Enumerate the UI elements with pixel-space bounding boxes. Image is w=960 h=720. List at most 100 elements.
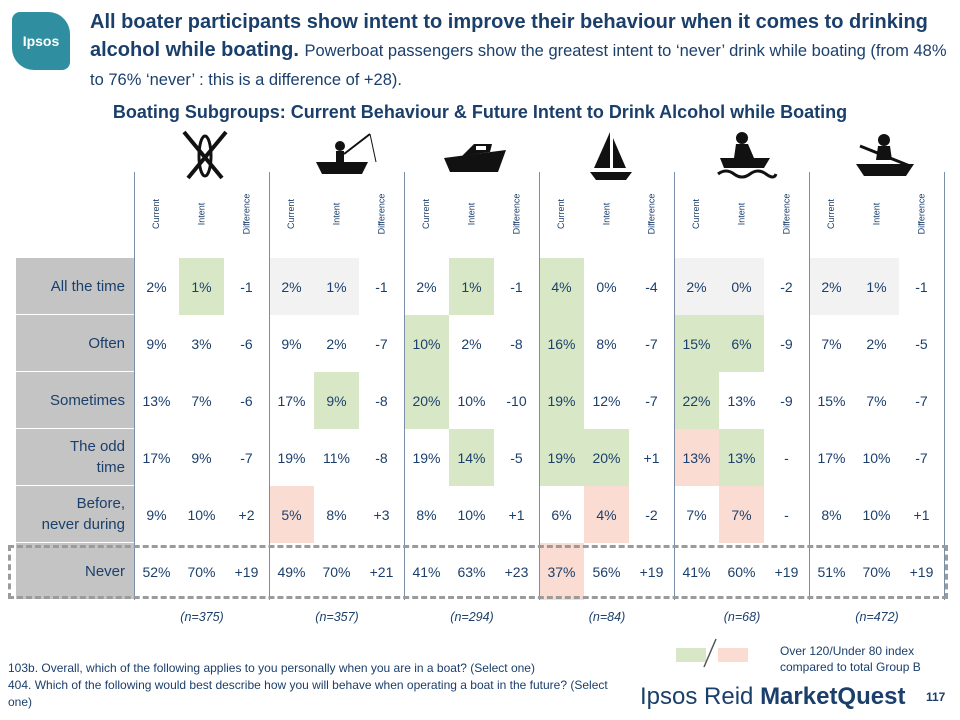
table-cell: 10%: [457, 506, 486, 523]
table-cell: 7%: [191, 392, 212, 409]
group-icons: [0, 128, 960, 188]
table-cell: 56%: [592, 563, 621, 580]
table-cell: 19%: [412, 449, 441, 466]
table-cell: 9%: [191, 449, 212, 466]
table-cell: 15%: [817, 392, 846, 409]
table-cell: 9%: [281, 335, 302, 352]
table-cell: 49%: [277, 563, 306, 580]
table-cell: 22%: [674, 372, 719, 429]
sample-size-label: (n=294): [450, 610, 494, 624]
page-headline: All boater participants show intent to i…: [90, 8, 950, 94]
table-cell: 70%: [862, 563, 891, 580]
column-header: Difference: [646, 193, 657, 235]
table-cell: 0%: [596, 278, 617, 295]
table-cell: 7%: [866, 392, 887, 409]
table-cell: +23: [504, 563, 529, 580]
group-separator: [809, 172, 810, 600]
column-header: Intent: [601, 202, 612, 226]
table-cell: 17%: [817, 449, 846, 466]
table-cell: -: [784, 449, 789, 466]
table-cell: -9: [780, 335, 793, 352]
table-cell: 19%: [277, 449, 306, 466]
table-cell: 19%: [539, 372, 584, 429]
column-header: Intent: [196, 202, 207, 226]
table-cell: -: [784, 506, 789, 523]
table-cell: -2: [645, 506, 658, 523]
group-separator: [944, 172, 945, 600]
table-cell: 10%: [404, 315, 449, 372]
table-cell: -1: [510, 278, 523, 295]
footnote-line-2: 404. Which of the following would best d…: [8, 678, 608, 709]
table-cell: 6%: [551, 506, 572, 523]
row-label: All the time: [16, 258, 134, 315]
brand-marketquest: MarketQuest: [760, 683, 906, 710]
table-cell: -1: [915, 278, 928, 295]
table-cell: 60%: [727, 563, 756, 580]
table-cell: 6%: [719, 315, 764, 372]
personal-watercraft-icon: [717, 132, 778, 179]
column-header: Current: [286, 198, 297, 230]
sample-size-label: (n=375): [180, 610, 224, 624]
column-header: Difference: [916, 193, 927, 235]
table-cell: -7: [645, 392, 658, 409]
legend-line-1: Over 120/Under 80 index: [780, 644, 915, 658]
powerboat-icon: [444, 144, 506, 172]
table-cell: 2%: [269, 258, 314, 315]
legend-line-2: compared to total Group B: [780, 660, 921, 674]
table-cell: 1%: [854, 258, 899, 315]
table-cell: -2: [780, 278, 793, 295]
table-cell: 52%: [142, 563, 171, 580]
table-cell: 4%: [584, 486, 629, 543]
table-cell: 51%: [817, 563, 846, 580]
table-cell: +3: [373, 506, 390, 523]
legend-green-swatch: [676, 648, 706, 662]
table-cell: +19: [774, 563, 799, 580]
table-cell: 2%: [809, 258, 854, 315]
sailboat-icon: [590, 132, 632, 180]
column-header: Difference: [781, 193, 792, 235]
table-cell: 13%: [142, 392, 171, 409]
table-cell: -5: [915, 335, 928, 352]
legend-text: Over 120/Under 80 index compared to tota…: [780, 643, 921, 675]
table-cell: 37%: [539, 543, 584, 600]
table-cell: 41%: [682, 563, 711, 580]
table-cell: 2%: [416, 278, 437, 295]
brand-footer: Ipsos Reid MarketQuest: [640, 683, 905, 711]
table-cell: +19: [909, 563, 934, 580]
table-cell: -7: [240, 449, 253, 466]
table-cell: 16%: [539, 315, 584, 372]
table-cell: 8%: [416, 506, 437, 523]
table-cell: +1: [508, 506, 525, 523]
table-cell: -10: [506, 392, 527, 409]
table-cell: 13%: [719, 429, 764, 486]
table-cell: 63%: [457, 563, 486, 580]
table-cell: -6: [240, 392, 253, 409]
table-cell: -7: [915, 449, 928, 466]
table-cell: 13%: [727, 392, 756, 409]
table-cell: 13%: [674, 429, 719, 486]
table-cell: +19: [639, 563, 664, 580]
column-header: Current: [826, 198, 837, 230]
table-cell: +1: [643, 449, 660, 466]
table-cell: 2%: [146, 278, 167, 295]
group-separator: [269, 172, 270, 600]
row-label: The odd time: [16, 429, 134, 486]
column-header: Difference: [376, 193, 387, 235]
table-cell: -5: [510, 449, 523, 466]
row-label: Sometimes: [16, 372, 134, 429]
table-cell: 17%: [142, 449, 171, 466]
column-headers: Current Intent Difference Current Intent Diff…: [134, 172, 950, 256]
table-cell: 2%: [326, 335, 347, 352]
table-cell: -8: [375, 449, 388, 466]
table-cell: 9%: [146, 335, 167, 352]
table-cell: 12%: [592, 392, 621, 409]
table-cell: 1%: [179, 258, 224, 315]
table-cell: 3%: [191, 335, 212, 352]
footnote-line-1: 103b. Overall, which of the following ap…: [8, 661, 535, 675]
column-header: Difference: [241, 193, 252, 235]
table-cell: 9%: [146, 506, 167, 523]
table-cell: 4%: [539, 258, 584, 315]
table-cell: +19: [234, 563, 259, 580]
table-cell: -1: [240, 278, 253, 295]
legend-divider: [703, 638, 717, 668]
